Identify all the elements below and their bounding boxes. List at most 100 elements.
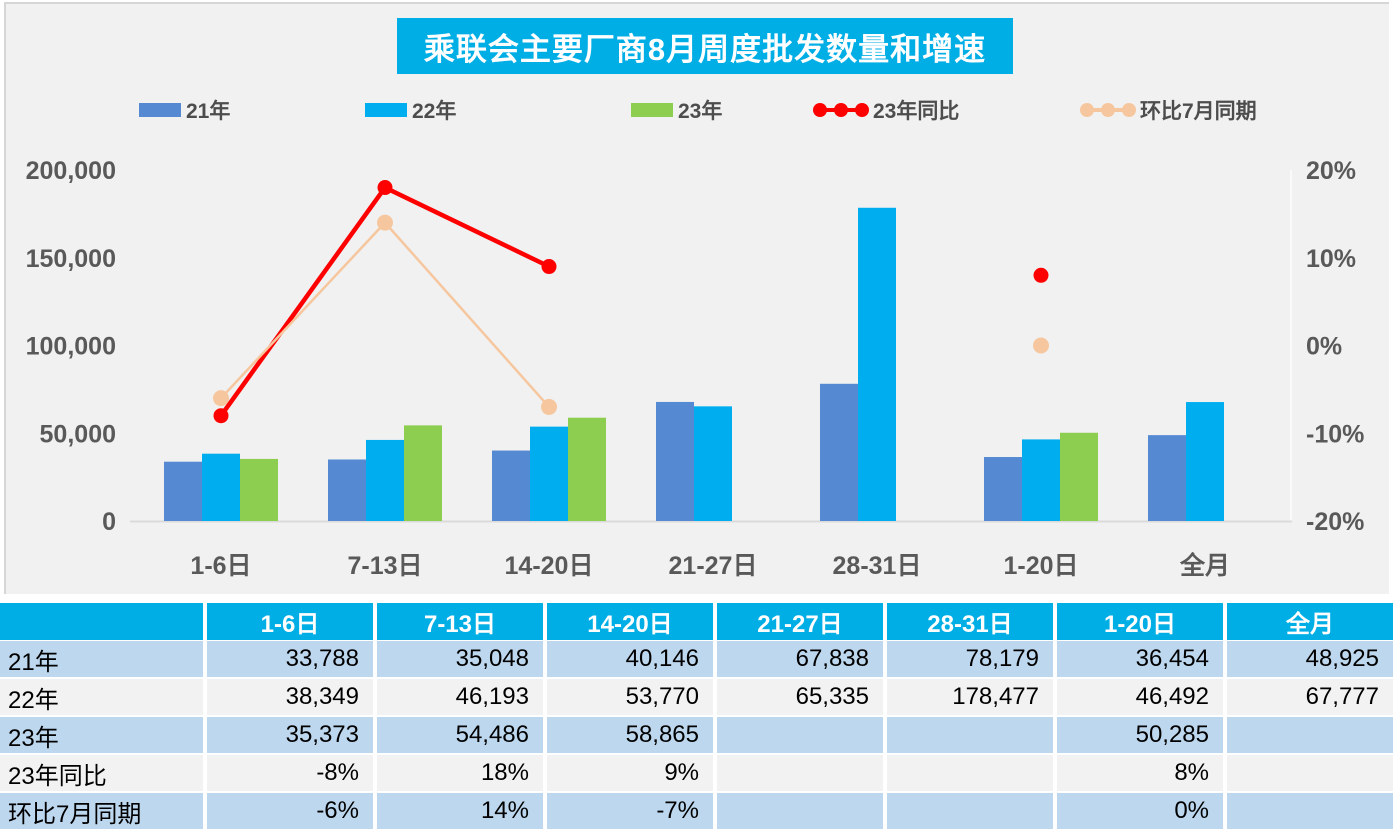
point-23年同比-14-20日 <box>541 259 557 275</box>
table-value-cell: 50,285 <box>1057 717 1223 753</box>
right-axis-tick: -20% <box>1306 508 1364 536</box>
legend-label-mom: 环比7月同期 <box>1140 100 1257 123</box>
bar-22年-全月 <box>1186 402 1224 521</box>
legend-swatch-23-icon <box>631 103 673 117</box>
table-value-cell: 40,146 <box>547 641 713 677</box>
bar-21年-21-27日 <box>656 401 694 521</box>
legend-label-23: 23年 <box>678 100 723 123</box>
left-axis-tick: 200,000 <box>26 157 116 185</box>
right-axis-tick: 0% <box>1306 333 1342 361</box>
table-row-label: 环比7月同期 <box>0 793 203 829</box>
right-axis-tick: -10% <box>1306 420 1364 448</box>
combo-chart-plot: 200,000 150,000 100,000 50,000 0 20% 10% 0% -10%… <box>26 157 1365 580</box>
bar-22年-28-31日 <box>858 207 896 521</box>
table-value-cell: 65,335 <box>717 679 883 715</box>
table-value-cell: 48,925 <box>1227 641 1393 677</box>
table-header-cell: 7-13日 <box>377 603 543 640</box>
x-axis-category-label: 1-20日 <box>1003 552 1078 580</box>
table-value-cell <box>717 755 883 791</box>
legend-item-22: 22年 <box>365 96 456 124</box>
legend-swatch-21-icon <box>139 103 181 117</box>
bar-22年-21-27日 <box>694 406 732 521</box>
table-value-cell: 38,349 <box>207 679 373 715</box>
left-axis-tick: 50,000 <box>40 420 116 448</box>
legend-line-marker-yoy-icon <box>812 100 870 120</box>
point-环比7月同期-1-20日 <box>1033 337 1049 354</box>
table-value-cell: 36,454 <box>1057 641 1223 677</box>
left-axis-tick: 0 <box>102 508 116 536</box>
legend-item-mom: 环比7月同期 <box>1079 96 1257 124</box>
table-header-cell: 全月 <box>1227 603 1393 640</box>
right-axis-tick: 20% <box>1306 157 1356 185</box>
bar-21年-1-6日 <box>164 461 202 521</box>
legend-item-23: 23年 <box>631 96 722 124</box>
table-value-cell: -7% <box>547 793 713 829</box>
point-环比7月同期-7-13日 <box>377 214 393 231</box>
bar-21年-7-13日 <box>328 459 366 521</box>
table-corner-cell <box>0 603 203 640</box>
bar-22年-1-20日 <box>1022 439 1060 521</box>
table-value-cell: 9% <box>547 755 713 791</box>
table-value-cell: 46,193 <box>377 679 543 715</box>
legend-item-yoy: 23年同比 <box>812 96 959 124</box>
bar-23年-1-6日 <box>240 458 278 521</box>
table-value-cell: 67,777 <box>1227 679 1393 715</box>
table-value-cell <box>887 717 1053 753</box>
legend-swatch-22-icon <box>365 103 407 117</box>
table-value-cell <box>887 793 1053 829</box>
table-value-cell <box>1227 755 1393 791</box>
table-value-cell: 18% <box>377 755 543 791</box>
chart-title: 乘联会主要厂商8月周度批发数量和增速 <box>397 18 1013 74</box>
table-value-cell <box>1227 793 1393 829</box>
point-环比7月同期-14-20日 <box>541 398 557 415</box>
table-value-cell: 0% <box>1057 793 1223 829</box>
table-value-cell: 53,770 <box>547 679 713 715</box>
left-axis-tick: 100,000 <box>26 333 116 361</box>
point-环比7月同期-1-6日 <box>213 390 229 407</box>
bar-21年-1-20日 <box>984 457 1022 521</box>
table-value-cell: 35,373 <box>207 717 373 753</box>
table-value-cell: 46,492 <box>1057 679 1223 715</box>
table-row-label: 21年 <box>0 641 203 677</box>
table-header-cell: 1-6日 <box>207 603 373 640</box>
table-value-cell: 33,788 <box>207 641 373 677</box>
bar-23年-1-20日 <box>1060 432 1098 521</box>
table-value-cell <box>717 717 883 753</box>
point-23年同比-1-20日 <box>1033 267 1049 283</box>
x-axis-category-label: 7-13日 <box>347 552 422 580</box>
bar-22年-7-13日 <box>366 439 404 521</box>
table-value-cell: 35,048 <box>377 641 543 677</box>
legend-line-marker-mom-icon <box>1079 100 1137 120</box>
table-value-cell: 178,477 <box>887 679 1053 715</box>
table-value-cell: 14% <box>377 793 543 829</box>
table-value-cell: 67,838 <box>717 641 883 677</box>
point-23年同比-1-6日 <box>213 408 229 424</box>
x-axis-category-label: 14-20日 <box>505 552 594 580</box>
point-23年同比-7-13日 <box>377 180 393 196</box>
table-header-cell: 1-20日 <box>1057 603 1223 640</box>
table-header-cell: 28-31日 <box>887 603 1053 640</box>
bar-23年-14-20日 <box>568 417 606 521</box>
table-value-cell <box>887 755 1053 791</box>
table-value-cell: 58,865 <box>547 717 713 753</box>
legend-label-22: 22年 <box>412 100 457 123</box>
x-axis-category-label: 21-27日 <box>669 552 758 580</box>
bar-22年-1-6日 <box>202 453 240 521</box>
table-header-cell: 21-27日 <box>717 603 883 640</box>
legend-item-21: 21年 <box>139 96 230 124</box>
legend-label-21: 21年 <box>186 100 231 123</box>
x-axis-category-label: 全月 <box>1179 551 1230 580</box>
table-value-cell <box>1227 717 1393 753</box>
bar-23年-7-13日 <box>404 425 442 521</box>
bar-22年-14-20日 <box>530 426 568 521</box>
table-value-cell: 78,179 <box>887 641 1053 677</box>
left-axis-tick: 150,000 <box>26 245 116 273</box>
legend-label-yoy: 23年同比 <box>873 100 960 123</box>
bar-21年-28-31日 <box>820 383 858 521</box>
table-value-cell: 8% <box>1057 755 1223 791</box>
x-axis-category-label: 1-6日 <box>190 552 251 580</box>
table-value-cell: -8% <box>207 755 373 791</box>
bar-21年-14-20日 <box>492 450 530 521</box>
table-row-label: 22年 <box>0 679 203 715</box>
table-header-cell: 14-20日 <box>547 603 713 640</box>
